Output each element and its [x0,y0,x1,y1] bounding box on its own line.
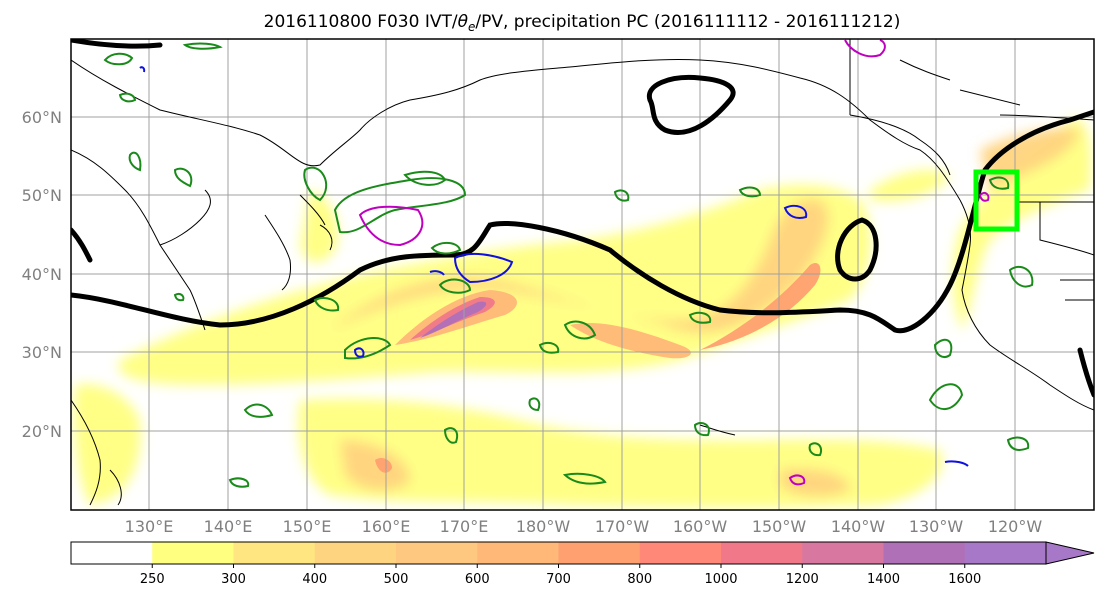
colorbar-tick-label: 250 [140,572,165,587]
lon-label: 160°W [673,517,728,536]
lon-label: 170°W [595,517,650,536]
lon-label: 140°E [204,517,253,536]
lon-label: 130°W [909,517,964,536]
colorbar-tick-label: 1200 [786,572,819,587]
colorbar-swatch [396,542,478,564]
lat-label: 20°N [22,422,62,441]
lon-label: 120°W [988,517,1043,536]
lon-label: 150°W [752,517,807,536]
target-region-box [973,169,1020,232]
lon-label: 170°E [440,517,489,536]
colorbar: 250 300 400 500 600 700 800 1000 1200 1400 1600 [70,541,1095,587]
colorbar-tick-labels: 250 300 400 500 600 700 800 1000 1200 1400 1600 [140,572,981,587]
theta-e-contour [71,39,1094,398]
longitude-labels: 130°E 140°E 150°E 160°E 170°E 180°W 170°… [125,517,1043,536]
map-frame [70,38,1095,511]
colorbar-tick-label: 1400 [867,572,900,587]
pv-contours-magenta [358,39,990,486]
colorbar-swatch [152,542,234,564]
colorbar-tick-label: 600 [465,572,490,587]
latitude-labels: 60°N 50°N 40°N 30°N 20°N [22,108,62,441]
lon-label: 130°E [125,517,174,536]
coastlines [71,39,1094,506]
colorbar-tick-label: 800 [627,572,652,587]
lon-label: 140°W [831,517,886,536]
pv-contours-blue [139,66,969,467]
colorbar-tick-label: 1600 [948,572,981,587]
colorbar-tick-label: 700 [546,572,571,587]
chart-title: 2016110800 F030 IVT/θe/PV, precipitation… [264,12,901,34]
colorbar-tick-label: 300 [221,572,246,587]
map-panel [70,38,1095,511]
colorbar-swatch [721,542,803,564]
pv-contours-green [103,42,1034,488]
lon-label: 150°E [283,517,332,536]
colorbar-swatch [558,542,641,564]
colorbar-tick-label: 400 [302,572,327,587]
lat-label: 60°N [22,108,62,127]
colorbar-swatch [802,542,884,564]
colorbar-swatch [71,542,153,564]
lon-label: 180°W [516,517,571,536]
colorbar-swatch [477,542,559,564]
colorbar-swatch [314,542,397,564]
lat-label: 50°N [22,186,62,205]
colorbar-swatch [964,542,1047,564]
colorbar-tick-label: 500 [384,572,409,587]
colorbar-swatches [71,542,1047,564]
lat-label: 30°N [22,343,62,362]
colorbar-ticks [151,564,966,568]
colorbar-tick-label: 1000 [704,572,737,587]
colorbar-extend-arrow [1045,541,1095,565]
lat-label: 40°N [22,265,62,284]
colorbar-swatch [639,542,722,564]
lon-label: 160°E [362,517,411,536]
colorbar-swatch [233,542,316,564]
colorbar-swatch [883,542,966,564]
graticule [71,39,1094,510]
